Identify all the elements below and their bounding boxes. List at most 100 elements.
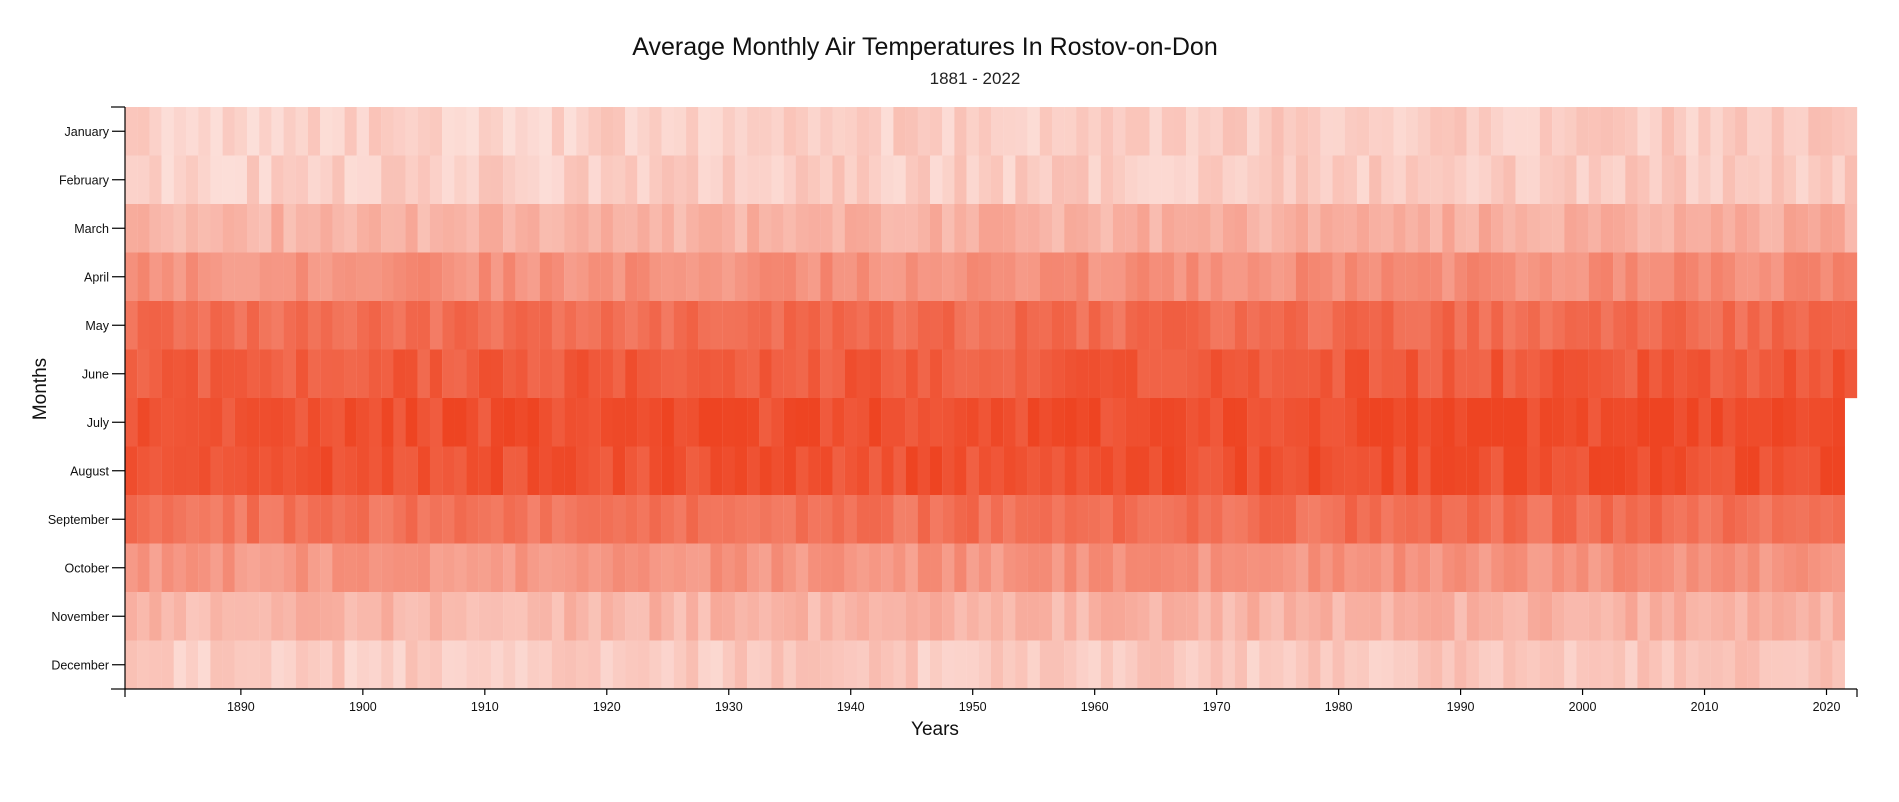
heatmap-cell-1987-august	[1417, 446, 1431, 496]
heatmap-cell-2015-may	[1759, 301, 1772, 350]
heatmap-cell-1927-november	[686, 592, 699, 641]
heatmap-cell-1984-february	[1381, 155, 1394, 205]
heatmap-cell-1904-september	[405, 495, 418, 544]
heatmap-cell-1931-march	[734, 204, 748, 253]
heatmap-cell-1993-october	[1491, 543, 1504, 593]
heatmap-cell-1904-may	[405, 301, 418, 350]
heatmap-cell-1900-january	[356, 107, 370, 156]
heatmap-cell-1907-march	[442, 204, 455, 253]
heatmap-cell-1904-august	[405, 446, 418, 496]
heatmap-cell-1940-september	[844, 495, 857, 544]
heatmap-cell-1974-december	[1259, 640, 1272, 690]
heatmap-cell-1986-march	[1405, 204, 1419, 253]
heatmap-cell-2016-february	[1771, 155, 1784, 205]
heatmap-cell-1994-june	[1503, 349, 1516, 399]
heatmap-cell-1883-june	[149, 349, 162, 399]
heatmap-cell-1965-january	[1149, 107, 1162, 156]
heatmap-cell-1963-october	[1125, 543, 1138, 593]
heatmap-cell-1992-december	[1478, 640, 1492, 690]
heatmap-cell-1946-february	[917, 155, 931, 205]
heatmap-cell-1979-january	[1320, 107, 1333, 156]
heatmap-cell-1965-november	[1149, 592, 1162, 641]
heatmap-cell-1890-december	[234, 640, 248, 690]
heatmap-cell-2017-april	[1783, 252, 1797, 302]
heatmap-cell-1919-june	[588, 349, 601, 399]
x-axis: 1890 1900 1910 1920 1930 1940 1950 1960 1970 1980…	[124, 688, 1858, 714]
heatmap-cell-1945-april	[905, 252, 918, 302]
heatmap-cell-1930-september	[722, 495, 736, 544]
heatmap-cell-1908-march	[454, 204, 467, 253]
heatmap-cell-1999-december	[1564, 640, 1577, 690]
heatmap-cell-1956-march	[1039, 204, 1053, 253]
heatmap-cell-1998-november	[1552, 592, 1565, 641]
y-axis-label: Months	[30, 358, 51, 420]
heatmap-cell-1936-september	[795, 495, 809, 544]
heatmap-cell-1948-november	[942, 592, 955, 641]
heatmap-cell-2007-september	[1661, 495, 1675, 544]
heatmap-cell-1908-april	[454, 252, 467, 302]
heatmap-cell-1928-december	[698, 640, 711, 690]
heatmap-cell-1915-february	[539, 155, 553, 205]
heatmap-cell-1949-july	[954, 398, 967, 447]
heatmap-cell-1895-august	[295, 446, 309, 496]
heatmap-cell-1917-november	[564, 592, 577, 641]
heatmap-cell-1932-may	[747, 301, 760, 350]
heatmap-cell-1904-december	[405, 640, 418, 690]
heatmap-cell-1964-august	[1137, 446, 1150, 496]
heatmap-cell-2006-july	[1649, 398, 1662, 447]
heatmap-cell-1924-july	[649, 398, 662, 447]
heatmap-cell-1914-april	[527, 252, 540, 302]
heatmap-cell-1949-august	[954, 446, 967, 496]
heatmap-cell-1949-october	[954, 543, 967, 593]
heatmap-cell-1941-october	[856, 543, 870, 593]
heatmap-cell-1954-august	[1015, 446, 1028, 496]
heatmap-cell-1971-september	[1222, 495, 1236, 544]
heatmap-cell-1895-january	[295, 107, 309, 156]
heatmap-cell-2015-august	[1759, 446, 1772, 496]
heatmap-cell-1993-august	[1491, 446, 1504, 496]
heatmap-cell-1900-may	[356, 301, 370, 350]
heatmap-cell-1915-january	[539, 107, 553, 156]
heatmap-cell-1928-october	[698, 543, 711, 593]
heatmap-cell-1991-april	[1466, 252, 1480, 302]
heatmap-cell-1994-may	[1503, 301, 1516, 350]
heatmap-cell-2005-september	[1637, 495, 1650, 544]
heatmap-cell-1909-december	[466, 640, 479, 690]
heatmap-cell-1969-august	[1198, 446, 1211, 496]
heatmap-cell-1977-march	[1295, 204, 1309, 253]
heatmap-cell-1950-september	[966, 495, 979, 544]
heatmap-cell-2012-february	[1722, 155, 1736, 205]
heatmap-cell-1954-july	[1015, 398, 1028, 447]
x-tick-label-1960: 1960	[1081, 700, 1109, 714]
heatmap-cell-1998-june	[1552, 349, 1565, 399]
heatmap-cell-1996-december	[1527, 640, 1541, 690]
heatmap-cell-1997-march	[1539, 204, 1553, 253]
heatmap-cell-1989-may	[1442, 301, 1455, 350]
heatmap-cell-1930-june	[722, 349, 736, 399]
heatmap-cell-2002-august	[1600, 446, 1614, 496]
heatmap-cell-1975-october	[1271, 543, 1284, 593]
heatmap-cell-1946-october	[917, 543, 931, 593]
y-tick-label-march: March	[74, 222, 109, 236]
heatmap-cell-1960-january	[1088, 107, 1101, 156]
heatmap-cell-1937-march	[808, 204, 821, 253]
heatmap-cell-1917-april	[564, 252, 577, 302]
heatmap-cell-1884-june	[161, 349, 174, 399]
heatmap-cell-1997-october	[1539, 543, 1553, 593]
heatmap-cell-1926-january	[673, 107, 687, 156]
heatmap-cell-1900-february	[356, 155, 370, 205]
heatmap-cell-1943-february	[881, 155, 894, 205]
heatmap-cell-1970-april	[1210, 252, 1223, 302]
heatmap-cell-2004-august	[1625, 446, 1638, 496]
heatmap-cell-1932-september	[747, 495, 760, 544]
heatmap-cell-1931-december	[734, 640, 748, 690]
heatmap-cell-2021-october	[1832, 543, 1845, 593]
heatmap-cell-1948-february	[942, 155, 955, 205]
heatmap-cell-1972-december	[1234, 640, 1248, 690]
heatmap-cell-1991-october	[1466, 543, 1480, 593]
heatmap-cell-1882-september	[137, 495, 150, 544]
heatmap-cell-2003-january	[1613, 107, 1626, 156]
heatmap-cell-1929-march	[710, 204, 723, 253]
heatmap-cell-1921-july	[612, 398, 626, 447]
